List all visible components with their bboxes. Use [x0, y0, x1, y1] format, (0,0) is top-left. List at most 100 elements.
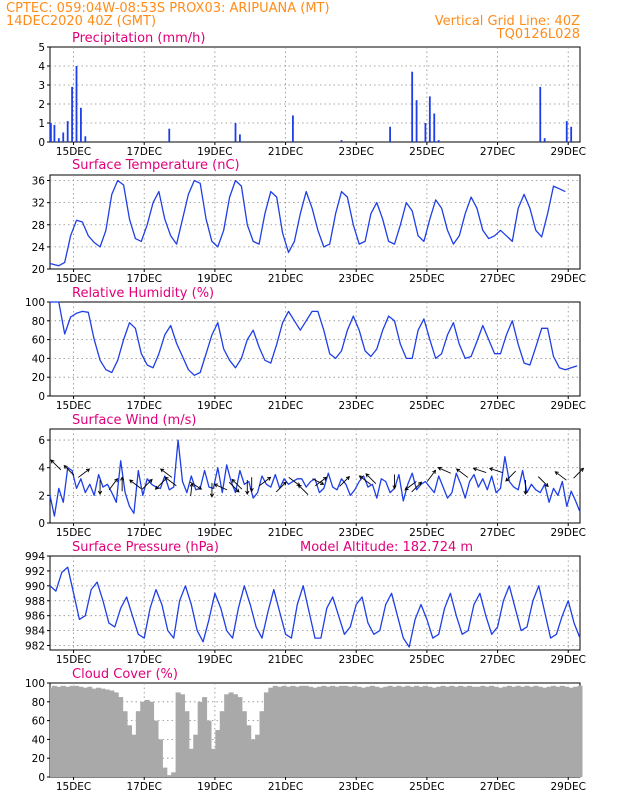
cloud-cover-ytick-label: 80 [32, 697, 45, 709]
cloud-cover-bar [237, 697, 243, 777]
cloud-cover-bar [268, 687, 274, 777]
cloud-cover-bar [157, 739, 163, 777]
humidity-ytick-label: 40 [32, 353, 45, 365]
temperature-ytick-label: 28 [32, 220, 45, 232]
cloud-cover-bar [82, 687, 88, 777]
panel-temperature: 20 24 28 32 36 15DEC 17DEC 19DEC 21DEC 23DEC 25DEC… [32, 158, 586, 285]
cloud-cover-bar [259, 711, 265, 777]
wind-vector-arrow [275, 481, 287, 493]
humidity-xtick-label: 27DEC [480, 400, 515, 412]
wind-vector-arrow [411, 481, 423, 493]
pressure-xtick-label: 17DEC [127, 654, 162, 666]
precipitation-bar [75, 66, 78, 142]
wind-xtick-label: 23DEC [339, 527, 374, 539]
cloud-cover-bar [308, 686, 314, 777]
precipitation-bar [411, 71, 414, 142]
header: CPTEC: 059:04W-08:53S PROX03: ARIPUANA (… [6, 1, 580, 42]
panel-humidity: 0 20 40 60 80 100 15DEC 17DEC 19DEC 21DEC 23DEC 25D… [25, 286, 586, 412]
cloud-cover-bar [281, 685, 287, 777]
precipitation-ytick-label: 0 [38, 137, 45, 149]
header-run-date: 14DEC2020 40Z (GMT) [6, 14, 156, 29]
wind-vector-arrow [231, 478, 243, 490]
wind-vector-arrow [209, 482, 215, 498]
precipitation-xtick-label: 17DEC [127, 146, 162, 158]
precipitation-bar [424, 123, 427, 142]
cloud-cover-xtick-label: 21DEC [268, 781, 303, 793]
cloud-cover-bar [449, 685, 455, 777]
cloud-cover-bar [343, 685, 349, 777]
cloud-cover-bar [462, 686, 468, 777]
cloud-cover-bar [471, 686, 477, 777]
temperature-xtick-label: 17DEC [127, 273, 162, 285]
cloud-cover-bar [78, 686, 84, 777]
precipitation-bar [389, 126, 391, 142]
precipitation-bar [57, 138, 60, 142]
pressure-ytick-label: 994 [25, 551, 45, 563]
cloud-cover-bar [537, 686, 543, 777]
precipitation-bar [80, 107, 82, 142]
wind-xtick-label: 17DEC [127, 527, 162, 539]
cloud-cover-bar [352, 685, 358, 777]
cloud-cover-bar [316, 686, 322, 777]
pressure-xtick-label: 21DEC [268, 654, 303, 666]
wind-ytick-label: 6 [38, 435, 45, 447]
cloud-cover-bar [493, 686, 499, 777]
cloud-cover-bar [51, 685, 57, 777]
precipitation-bar [428, 96, 431, 142]
precipitation-bar [50, 123, 52, 142]
cloud-cover-bar [533, 685, 539, 777]
panel-wind: 0 2 4 6 15DEC 17DEC 19DEC 21DEC 23DEC 25DEC 27DEC 2… [38, 413, 586, 539]
wind-vector-arrow [189, 481, 203, 490]
cloud-cover-bar [219, 711, 225, 777]
humidity-xtick-label: 19DEC [197, 400, 232, 412]
cloud-cover-bar [365, 686, 371, 777]
precipitation-ytick-label: 5 [38, 42, 45, 54]
cloud-cover-ytick-label: 40 [32, 734, 45, 746]
cloud-cover-bar [255, 734, 261, 777]
humidity-ytick-label: 80 [32, 316, 45, 328]
cloud-cover-bar [246, 725, 252, 777]
cloud-cover-xtick-label: 25DEC [409, 781, 444, 793]
cloud-cover-bar [206, 720, 212, 777]
wind-title: Surface Wind (m/s) [72, 413, 196, 428]
wind-xtick-label: 21DEC [268, 527, 303, 539]
cloud-cover-bar [528, 686, 534, 777]
precipitation-bar [539, 86, 542, 142]
cloud-cover-bar [484, 686, 490, 777]
cloud-cover-bar [60, 685, 66, 777]
cloud-cover-bar [166, 775, 172, 777]
cloud-cover-bar [100, 688, 106, 777]
panel-pressure: 982 984 986 988 990 992 994 15DEC 17DEC 19DEC 21DE… [25, 540, 586, 666]
wind-vector-arrow [213, 483, 228, 491]
cloud-cover-bar [559, 685, 565, 777]
wind-series-line [49, 439, 581, 517]
cloud-cover-bar [577, 685, 583, 777]
wind-vector-arrow [488, 467, 503, 473]
wind-vector-arrow [77, 468, 91, 478]
cloud-cover-bar [286, 686, 291, 777]
cloud-cover-bar [427, 686, 433, 777]
precipitation-bar [565, 121, 568, 142]
precipitation-xtick-label: 23DEC [339, 146, 374, 158]
wind-vector-arrow [164, 476, 177, 487]
header-grid-note: Vertical Grid Line: 40Z [435, 14, 580, 29]
precipitation-frame [49, 46, 581, 143]
cloud-cover-ytick-label: 0 [38, 772, 45, 784]
temperature-xtick-label: 23DEC [339, 273, 374, 285]
humidity-title: Relative Humidity (%) [72, 286, 214, 301]
wind-xtick-label: 27DEC [480, 527, 515, 539]
cloud-cover-bar [228, 692, 234, 777]
wind-ytick-label: 2 [38, 490, 45, 502]
pressure-ytick-label: 992 [25, 566, 45, 578]
wind-vector-arrow [554, 471, 567, 481]
cloud-cover-bar [56, 686, 62, 777]
cloud-cover-bar [542, 687, 548, 777]
cloud-cover-bar [197, 701, 203, 777]
cloud-cover-xtick-label: 23DEC [339, 781, 374, 793]
precipitation-title: Precipitation (mm/h) [72, 31, 205, 46]
cloud-cover-bar [414, 685, 420, 777]
cloud-cover-bar [520, 686, 526, 777]
wind-vector-arrow [297, 484, 309, 496]
wind-vector-arrow [97, 480, 103, 495]
cloud-cover-bar [396, 685, 402, 777]
